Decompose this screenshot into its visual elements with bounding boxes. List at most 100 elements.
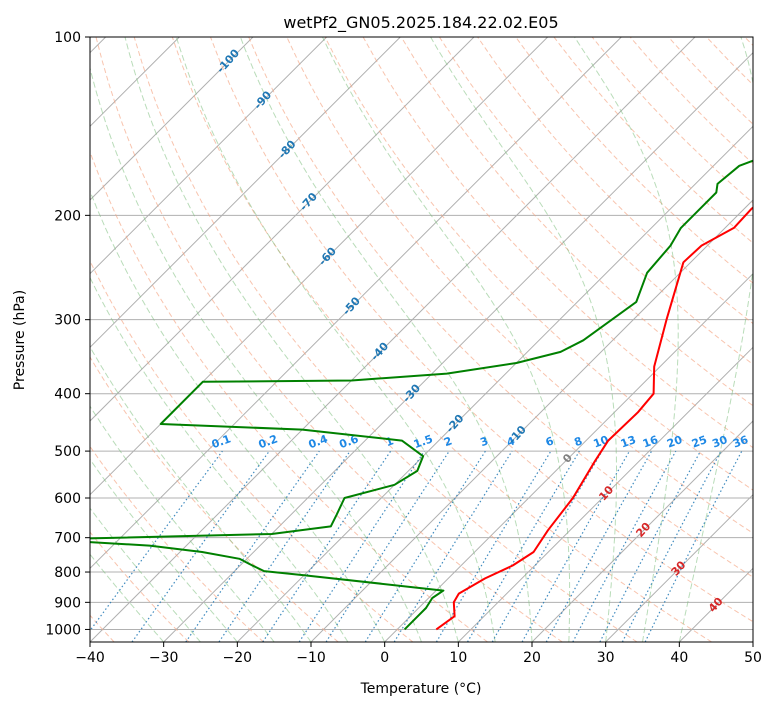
mixing-ratio-line (572, 450, 677, 642)
dry-adiabat-line (90, 259, 414, 642)
mixing-ratio-label: 25 (690, 433, 709, 450)
moist-adiabat-line (430, 37, 617, 642)
dry-adiabat-line (400, 37, 753, 407)
mixing-ratio-line (185, 450, 320, 642)
isotherm-line (90, 37, 328, 275)
moist-adiabat-line (90, 507, 201, 642)
x-tick-label: 0 (380, 650, 389, 666)
mixing-ratio-label: 2 (442, 434, 454, 449)
isotherm-line (90, 37, 401, 349)
moist-adiabat-line (175, 37, 496, 642)
mixing-ratio-line (131, 450, 270, 642)
moist-adiabat-line (90, 345, 312, 642)
mixing-ratio-line (218, 450, 351, 642)
mixing-ratio-label: 20 (665, 433, 684, 451)
mixing-ratio-label: 0.4 (307, 432, 330, 451)
isotherm-line (90, 37, 622, 570)
mixing-ratio-line (521, 450, 631, 642)
isotherm-line (163, 51, 753, 642)
y-tick-label: 700 (54, 531, 81, 547)
isotherm-line (90, 37, 254, 201)
moist-adiabat-line (90, 65, 422, 642)
x-axis-label: Temperature (°C) (360, 681, 482, 697)
dry-adiabat-line (591, 37, 753, 204)
y-tick-label: 200 (54, 208, 81, 224)
temperature-profile (435, 206, 753, 631)
chart-title: wetPf2_GN05.2025.184.22.02.E05 (283, 13, 558, 33)
mixing-ratio-line (90, 450, 223, 632)
dry-adiabat-line (90, 356, 339, 642)
dry-adiabat-line (210, 37, 753, 623)
mixing-ratio-label: 1 (384, 434, 396, 449)
y-tick-label: 1000 (45, 622, 81, 638)
dry-adiabat-line (95, 37, 563, 642)
mixing-ratio-label: 13 (619, 433, 638, 450)
dry-adiabat-line (248, 37, 753, 578)
isotherm-label: -100 (214, 46, 242, 75)
moist-adiabat-line (239, 37, 533, 642)
dry-adiabat-line (744, 37, 753, 47)
mixing-ratio-line (393, 450, 513, 642)
dry-adiabat-line (324, 37, 753, 491)
mixing-ratio-label: 8 (572, 434, 584, 449)
isotherm-line (752, 641, 753, 642)
dry-adiabat-line (133, 37, 638, 642)
y-tick-label: 400 (54, 387, 81, 403)
dewpoint-profile (90, 159, 753, 631)
mixing-ratio-label: 0.2 (257, 432, 280, 451)
y-tick-label: 500 (54, 444, 81, 460)
y-tick-label: 900 (54, 595, 81, 611)
moist-adiabat-line (124, 37, 459, 642)
isotherm-line (384, 272, 753, 642)
dry-adiabat-line (171, 37, 712, 642)
isotherm-line (90, 37, 475, 422)
mixing-ratio-label: 10 (592, 433, 611, 451)
y-axis: 100 200 300 400 500 600 700 800 900 1000 (45, 30, 90, 638)
dry-adiabat-line (90, 531, 190, 642)
x-tick-label: −40 (75, 650, 105, 666)
mixing-ratio-label: 6 (544, 434, 556, 449)
plot-frame (89, 36, 754, 643)
x-tick-label: 30 (597, 650, 615, 666)
x-tick-label: 20 (523, 650, 541, 666)
dry-adiabat-line (706, 37, 753, 86)
isotherm-line (457, 346, 753, 642)
moist-adiabat-line (678, 37, 753, 642)
x-axis: −40 −30 −20 −10 0 10 20 30 40 50 (75, 642, 762, 666)
dry-adiabat-line (668, 37, 753, 125)
mixing-ratio-line (466, 450, 580, 642)
mixing-ratio-label: 30 (710, 433, 729, 451)
mixing-ratio-line (325, 450, 450, 642)
mixing-ratio-line (545, 450, 653, 642)
mixing-ratio-line (298, 450, 425, 642)
x-tick-label: −30 (149, 650, 179, 666)
y-tick-label: 100 (54, 30, 81, 46)
moist-adiabat-line (574, 37, 679, 642)
dry-adiabat-line (90, 150, 488, 642)
x-tick-label: 40 (670, 650, 688, 666)
mixing-ratio-label: 3 (478, 434, 490, 449)
y-tick-label: 300 (54, 313, 81, 329)
moist-adiabat-line (90, 189, 386, 642)
mixing-ratio-label: 16 (641, 433, 660, 451)
mixing-ratio-line (644, 450, 743, 642)
x-tick-label: 10 (449, 650, 467, 666)
moist-adiabat-line (90, 553, 165, 642)
dry-adiabat-line (438, 37, 753, 366)
mixing-ratio-line (621, 450, 722, 642)
isotherm-line (531, 420, 753, 642)
mixing-ratio-label: 1.5 (412, 432, 435, 451)
x-tick-label: −10 (296, 650, 326, 666)
x-tick-label: 50 (744, 650, 762, 666)
isotherm-line (90, 37, 696, 642)
y-tick-label: 600 (54, 491, 81, 507)
mixing-ratio-label: 0.6 (338, 432, 361, 451)
mixing-ratio-label: 36 (731, 433, 750, 451)
dry-adiabat-line (515, 37, 753, 284)
isotherm-line (605, 493, 753, 642)
x-tick-label: −20 (223, 650, 253, 666)
mixing-ratio-label: 4 (505, 434, 517, 449)
isotherm-line (678, 567, 753, 642)
isotherm-line (90, 37, 549, 496)
